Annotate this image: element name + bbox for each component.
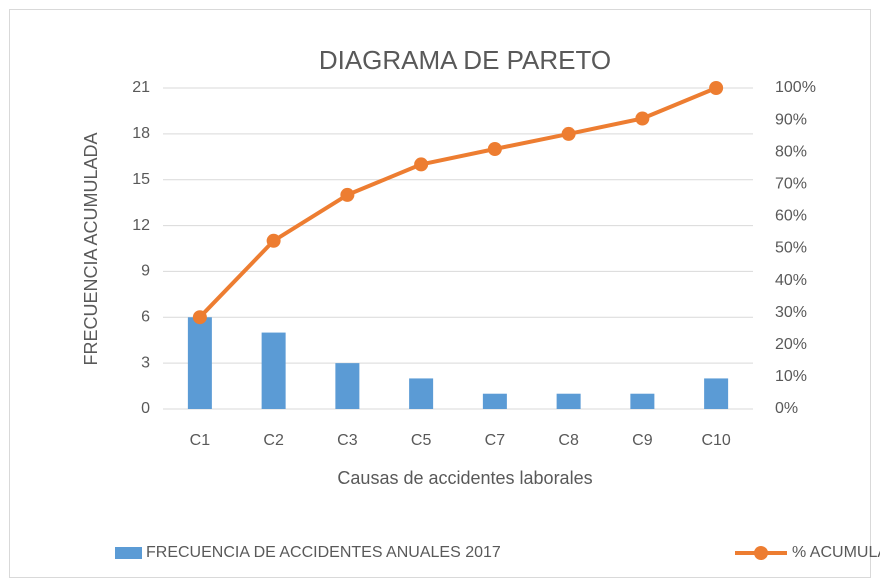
bar	[704, 378, 729, 409]
x-axis-title: Causas de accidentes laborales	[337, 468, 592, 488]
bar	[630, 393, 655, 409]
line-marker	[192, 310, 207, 325]
line-marker	[414, 157, 429, 172]
bar	[482, 393, 507, 409]
line-marker	[266, 233, 281, 248]
x-tick-label: C2	[263, 432, 284, 449]
y-tick-label: 18	[132, 125, 150, 142]
y2-tick-label: 50%	[775, 240, 807, 257]
legend-label: % ACUMULADO	[792, 544, 880, 561]
bar	[261, 332, 286, 409]
x-tick-label: C5	[411, 432, 432, 449]
x-tick-label: C10	[701, 432, 730, 449]
y-axis-title: FRECUENCIA ACUMULADA	[81, 132, 101, 365]
legend-label: FRECUENCIA DE ACCIDENTES ANUALES 2017	[146, 544, 501, 561]
y2-tick-label: 40%	[775, 272, 807, 289]
line-marker	[487, 141, 502, 156]
chart-title: DIAGRAMA DE PARETO	[319, 45, 611, 75]
x-tick-label: C7	[485, 432, 506, 449]
x-tick-label: C8	[558, 432, 579, 449]
y-tick-label: 21	[132, 79, 150, 96]
y2-tick-label: 80%	[775, 143, 807, 160]
line	[198, 86, 717, 319]
bar	[187, 317, 212, 409]
y-tick-label: 9	[141, 263, 150, 280]
y2-tick-label: 30%	[775, 304, 807, 321]
y-tick-label: 6	[141, 309, 150, 326]
chart-frame	[9, 9, 871, 578]
line-marker	[635, 111, 650, 126]
line-marker	[561, 126, 576, 141]
y2-tick-label: 60%	[775, 208, 807, 225]
legend-swatch	[115, 547, 142, 559]
y2-tick-label: 10%	[775, 368, 807, 385]
legend-swatch	[754, 546, 768, 560]
x-tick-label: C1	[190, 432, 211, 449]
line-marker	[340, 187, 355, 202]
y2-tick-label: 0%	[775, 400, 798, 417]
x-tick-label: C9	[632, 432, 653, 449]
y2-tick-label: 100%	[775, 79, 816, 96]
bar	[409, 378, 434, 409]
y-tick-label: 12	[132, 217, 150, 234]
y2-tick-label: 70%	[775, 176, 807, 193]
bar	[556, 393, 581, 409]
bar	[335, 363, 360, 409]
line-marker	[709, 81, 724, 95]
x-tick-label: C3	[337, 432, 358, 449]
y2-tick-label: 20%	[775, 336, 807, 353]
y-tick-label: 15	[132, 171, 150, 188]
y2-tick-label: 90%	[775, 111, 807, 128]
y-tick-label: 3	[141, 354, 150, 371]
y-tick-label: 0	[141, 400, 150, 417]
